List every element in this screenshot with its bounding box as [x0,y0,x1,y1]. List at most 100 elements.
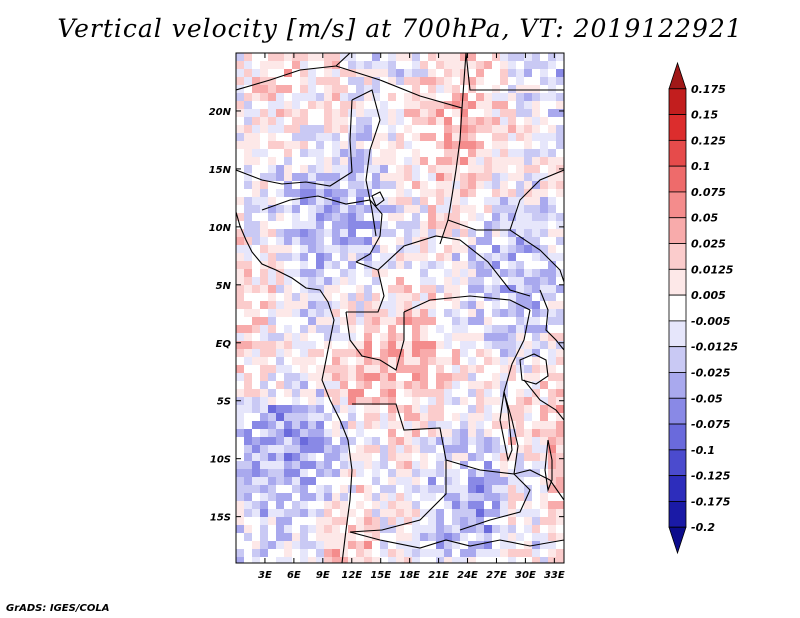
field-cell [348,125,357,134]
field-cell [492,77,501,86]
field-cell [324,437,333,446]
field-cell [444,269,453,278]
field-cell [396,365,405,374]
field-cell [540,293,549,302]
field-cell [268,437,277,446]
field-cell [476,173,485,182]
field-cell [244,173,253,182]
field-cell [548,245,557,254]
field-cell [252,525,261,534]
field-cell [252,317,261,326]
field-cell [428,245,437,254]
field-cell [436,397,445,406]
field-cell [380,109,389,118]
field-cell [516,141,525,150]
field-cell [460,509,469,518]
field-cell [412,469,421,478]
field-cell [484,53,493,62]
field-cell [316,173,325,182]
field-cell [276,125,285,134]
field-cell [508,189,517,198]
field-cell [452,93,461,102]
field-cell [540,93,549,102]
field-cell [444,301,453,310]
field-cell [276,525,285,534]
field-cell [476,437,485,446]
field-cell [372,61,381,70]
field-cell [388,117,397,126]
field-cell [436,485,445,494]
field-cell [276,541,285,550]
field-cell [476,197,485,206]
field-cell [476,317,485,326]
field-cell [524,429,533,438]
field-cell [500,117,509,126]
field-cell [436,309,445,318]
lake-malawi [544,439,553,493]
field-cell [244,77,253,86]
field-cell [484,261,493,270]
field-cell [444,357,453,366]
field-cell [348,549,357,558]
field-cell [468,389,477,398]
field-cell [516,493,525,502]
colorbar-label: -0.0125 [691,341,738,354]
y-tick-label: 5N [216,281,232,292]
field-cell [324,93,333,102]
field-cell [252,445,261,454]
field-cell [252,189,261,198]
field-cell [284,85,293,94]
field-cell [412,205,421,214]
field-cell [372,93,381,102]
field-cell [428,485,437,494]
field-cell [284,389,293,398]
field-cell [260,229,269,238]
field-cell [420,501,429,510]
field-cell [484,69,493,78]
field-cell [244,341,253,350]
field-cell [436,157,445,166]
field-cell [420,293,429,302]
field-cell [556,157,564,166]
field-cell [260,517,269,526]
field-cell [492,541,501,550]
field-cell [372,477,381,486]
field-cell [292,429,301,438]
field-cell [292,141,301,150]
grads-credit: GrADS: IGES/COLA [6,603,110,614]
field-cell [524,501,533,510]
field-cell [316,237,325,246]
field-cell [284,301,293,310]
field-cell [340,205,349,214]
field-cell [244,293,253,302]
field-cell [532,509,541,518]
field-cell [436,205,445,214]
field-cell [508,213,517,222]
field-cell [348,157,357,166]
field-cell [292,125,301,134]
field-cell [244,85,253,94]
field-cell [316,365,325,374]
field-cell [284,461,293,470]
field-cell [316,469,325,478]
field-cell [372,149,381,158]
field-cell [540,373,549,382]
field-cell [348,341,357,350]
field-cell [356,253,365,262]
field-cell [460,269,469,278]
field-cell [556,301,564,310]
field-cell [300,165,309,174]
field-cell [556,333,564,342]
field-cell [428,373,437,382]
field-cell [412,165,421,174]
field-cell [436,229,445,238]
field-cell [372,229,381,238]
field-cell [468,525,477,534]
field-cell [396,461,405,470]
field-cell [340,293,349,302]
field-cell [332,165,341,174]
field-cell [404,493,413,502]
field-cell [428,253,437,262]
field-cell [420,77,429,86]
field-cell [300,109,309,118]
